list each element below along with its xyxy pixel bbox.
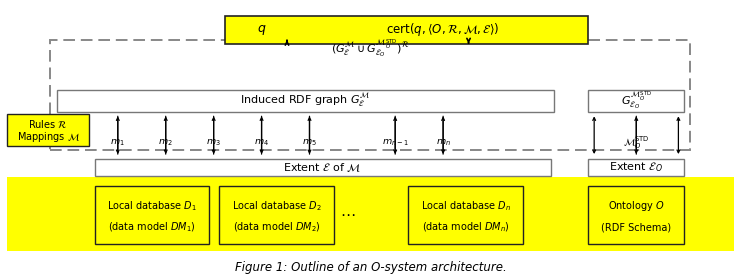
- FancyBboxPatch shape: [95, 159, 551, 176]
- Text: Local database $D_2$: Local database $D_2$: [232, 199, 322, 213]
- Text: Mappings $\mathcal{M}$: Mappings $\mathcal{M}$: [16, 130, 79, 144]
- Text: (data model $DM_1$): (data model $DM_1$): [108, 221, 196, 234]
- FancyBboxPatch shape: [225, 16, 588, 44]
- FancyBboxPatch shape: [408, 186, 523, 244]
- Text: Ontology $O$: Ontology $O$: [608, 199, 665, 213]
- Text: $m_n$: $m_n$: [436, 137, 451, 148]
- Text: Local database $D_1$: Local database $D_1$: [107, 199, 197, 213]
- Text: Extent $\mathcal{E}_O$: Extent $\mathcal{E}_O$: [609, 160, 663, 174]
- Text: $m_3$: $m_3$: [206, 137, 221, 148]
- FancyBboxPatch shape: [588, 159, 684, 176]
- Text: $m_{n-1}$: $m_{n-1}$: [382, 137, 409, 148]
- FancyBboxPatch shape: [57, 90, 554, 112]
- Text: $m_1$: $m_1$: [110, 137, 125, 148]
- Text: Figure 1: Outline of an O-system architecture.: Figure 1: Outline of an O-system archite…: [235, 261, 506, 274]
- Text: $m_2$: $m_2$: [159, 137, 173, 148]
- Text: $m_5$: $m_5$: [302, 137, 317, 148]
- Text: (data model $DM_n$): (data model $DM_n$): [422, 221, 510, 234]
- FancyBboxPatch shape: [7, 177, 734, 251]
- Text: $G_{\mathcal{E}_O}^{\mathcal{M}_O^{\mathrm{STD}}}$: $G_{\mathcal{E}_O}^{\mathcal{M}_O^{\math…: [621, 90, 652, 111]
- FancyBboxPatch shape: [588, 90, 684, 112]
- Text: Rules $\mathcal{R}$: Rules $\mathcal{R}$: [28, 118, 68, 130]
- Text: $m_4$: $m_4$: [254, 137, 269, 148]
- FancyBboxPatch shape: [95, 186, 209, 244]
- Text: $\mathcal{M}_O^{\mathrm{STD}}$: $\mathcal{M}_O^{\mathrm{STD}}$: [623, 134, 650, 151]
- Text: $(G_{\mathcal{E}}^{\mathcal{M}} \cup G_{\mathcal{E}_O}^{\mathcal{M}_O^{\mathrm{S: $(G_{\mathcal{E}}^{\mathcal{M}} \cup G_{…: [331, 38, 410, 59]
- FancyBboxPatch shape: [7, 114, 89, 146]
- Text: Induced RDF graph $G_{\mathcal{E}}^{\mathcal{M}}$: Induced RDF graph $G_{\mathcal{E}}^{\mat…: [240, 92, 370, 110]
- Text: (data model $DM_2$): (data model $DM_2$): [233, 221, 321, 234]
- Text: Extent $\mathcal{E}$ of $\mathcal{M}$: Extent $\mathcal{E}$ of $\mathcal{M}$: [284, 161, 362, 174]
- Text: $\cdots$: $\cdots$: [339, 206, 355, 221]
- Text: $\mathrm{cert}(q, \langle O, \mathcal{R}, \mathcal{M}, \mathcal{E}\rangle)$: $\mathrm{cert}(q, \langle O, \mathcal{R}…: [386, 21, 500, 38]
- Text: (RDF Schema): (RDF Schema): [601, 223, 671, 232]
- Text: Local database $D_n$: Local database $D_n$: [421, 199, 511, 213]
- Text: $q$: $q$: [257, 23, 266, 37]
- FancyBboxPatch shape: [588, 186, 684, 244]
- FancyBboxPatch shape: [219, 186, 334, 244]
